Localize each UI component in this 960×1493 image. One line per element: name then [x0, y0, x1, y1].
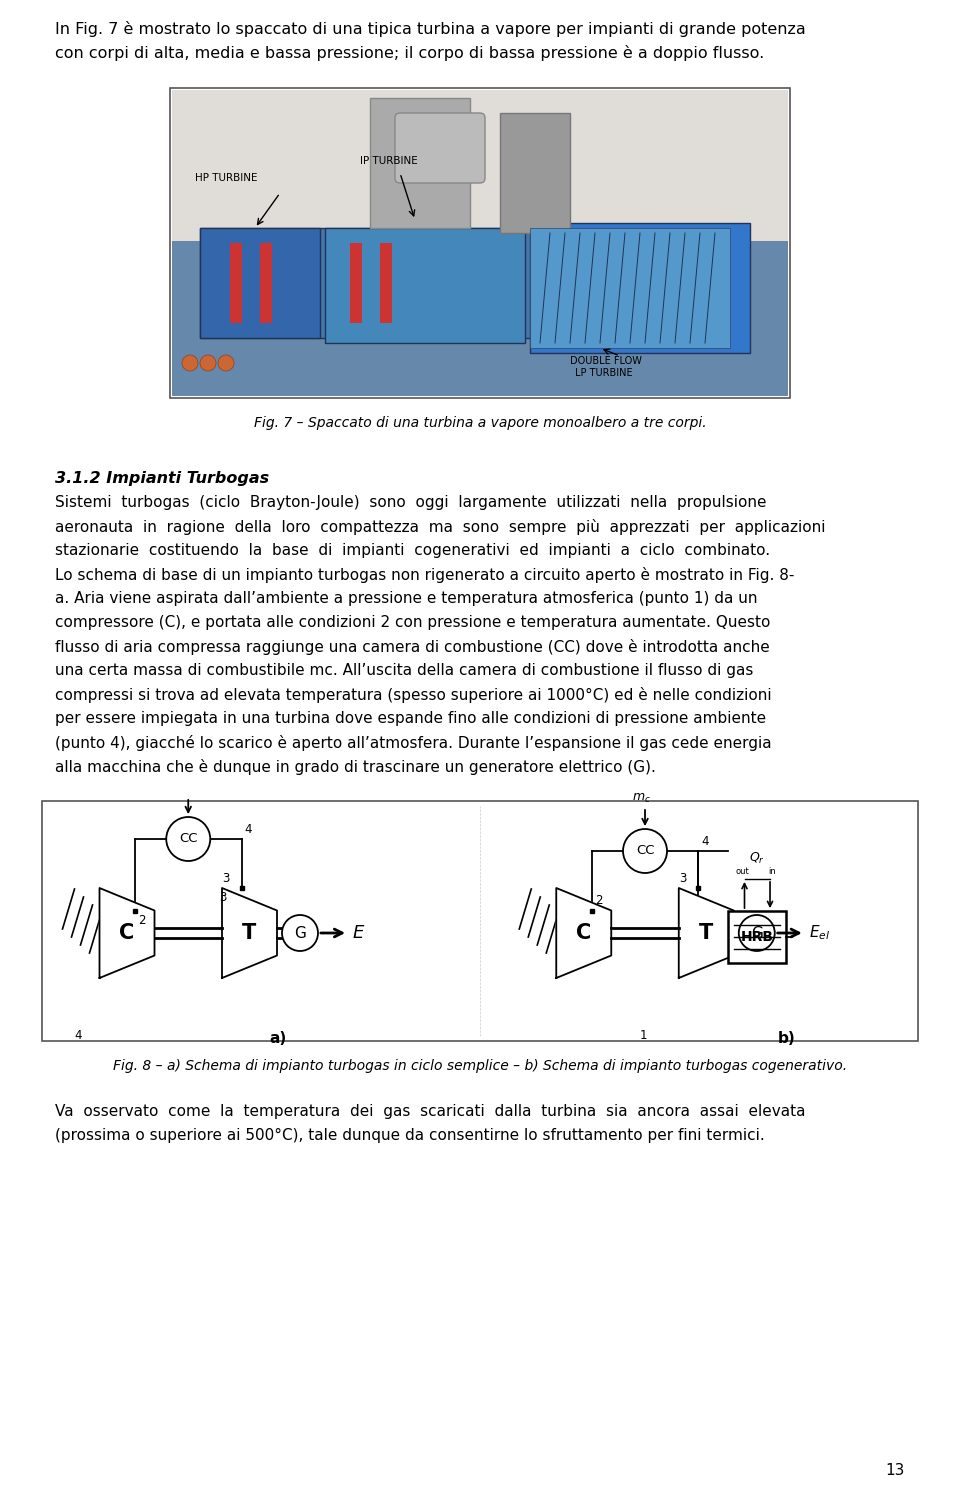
Text: con corpi di alta, media e bassa pressione; il corpo di bassa pressione è a dopp: con corpi di alta, media e bassa pressio…: [55, 45, 764, 61]
Bar: [500, 113, 570, 233]
Text: in: in: [768, 867, 776, 876]
Text: HP TURBINE: HP TURBINE: [195, 173, 257, 184]
Bar: [729, 911, 786, 963]
Text: $E$: $E$: [352, 924, 366, 942]
Bar: [42, 802, 918, 1041]
Bar: [325, 228, 525, 343]
Text: (punto 4), giacché lo scarico è aperto all’atmosfera. Durante l’espansione il ga: (punto 4), giacché lo scarico è aperto a…: [55, 735, 772, 751]
Text: CC: CC: [179, 833, 198, 845]
Bar: [370, 99, 470, 228]
Circle shape: [166, 817, 210, 861]
Bar: [350, 243, 362, 322]
Text: G: G: [751, 926, 762, 941]
Bar: [530, 228, 730, 348]
FancyBboxPatch shape: [395, 113, 485, 184]
Text: flusso di aria compressa raggiunge una camera di combustione (CC) dove è introdo: flusso di aria compressa raggiunge una c…: [55, 639, 770, 655]
Text: (prossima o superiore ai 500°C), tale dunque da consentirne lo sfruttamento per : (prossima o superiore ai 500°C), tale du…: [55, 1129, 765, 1144]
Text: CC: CC: [636, 845, 655, 857]
Circle shape: [200, 355, 216, 370]
Polygon shape: [222, 888, 277, 978]
Text: a): a): [269, 1032, 286, 1047]
Bar: [172, 90, 788, 243]
Text: 3: 3: [679, 872, 686, 885]
Bar: [172, 240, 788, 396]
Text: C: C: [576, 923, 591, 944]
Bar: [230, 243, 242, 322]
Text: out: out: [735, 867, 750, 876]
Text: Fig. 8 – a) Schema di impianto turbogas in ciclo semplice – b) Schema di impiant: Fig. 8 – a) Schema di impianto turbogas …: [113, 1059, 847, 1073]
Polygon shape: [556, 888, 612, 978]
Text: T: T: [699, 923, 713, 944]
Text: $E_{el}$: $E_{el}$: [808, 924, 829, 942]
Text: per essere impiegata in una turbina dove espande fino alle condizioni di pressio: per essere impiegata in una turbina dove…: [55, 711, 766, 726]
Bar: [260, 243, 272, 322]
Circle shape: [739, 915, 775, 951]
Text: $Q_r$: $Q_r$: [750, 851, 765, 866]
Text: In Fig. 7 è mostrato lo spaccato di una tipica turbina a vapore per impianti di : In Fig. 7 è mostrato lo spaccato di una …: [55, 21, 805, 37]
Text: a. Aria viene aspirata dall’ambiente a pressione e temperatura atmosferica (punt: a. Aria viene aspirata dall’ambiente a p…: [55, 591, 757, 606]
Text: una certa massa di combustibile mc. All’uscita della camera di combustione il fl: una certa massa di combustibile mc. All’…: [55, 663, 754, 678]
Text: Fig. 7 – Spaccato di una turbina a vapore monoalbero a tre corpi.: Fig. 7 – Spaccato di una turbina a vapor…: [253, 417, 707, 430]
Text: Va  osservato  come  la  temperatura  dei  gas  scaricati  dalla  turbina  sia  : Va osservato come la temperatura dei gas…: [55, 1103, 805, 1118]
Text: HRB: HRB: [741, 930, 774, 944]
Text: alla macchina che è dunque in grado di trascinare un generatore elettrico (G).: alla macchina che è dunque in grado di t…: [55, 758, 656, 775]
Circle shape: [218, 355, 234, 370]
Text: compressi si trova ad elevata temperatura (spesso superiore ai 1000°C) ed è nell: compressi si trova ad elevata temperatur…: [55, 687, 772, 703]
Circle shape: [623, 829, 667, 873]
Bar: [200, 228, 720, 337]
Polygon shape: [100, 888, 155, 978]
Text: b): b): [778, 1032, 796, 1047]
Text: $m_c$: $m_c$: [632, 791, 651, 805]
Polygon shape: [679, 888, 733, 978]
Text: 13: 13: [886, 1463, 905, 1478]
Bar: [170, 88, 790, 399]
Text: 3: 3: [219, 891, 227, 903]
Bar: [200, 228, 320, 337]
Text: T: T: [242, 923, 256, 944]
Text: 2: 2: [138, 914, 146, 927]
Circle shape: [182, 355, 198, 370]
Text: C: C: [119, 923, 134, 944]
Text: LP TURBINE: LP TURBINE: [575, 367, 633, 378]
Text: 1: 1: [640, 1029, 647, 1042]
Text: stazionarie  costituendo  la  base  di  impianti  cogenerativi  ed  impianti  a : stazionarie costituendo la base di impia…: [55, 543, 770, 558]
Text: 3.1.2 Impianti Turbogas: 3.1.2 Impianti Turbogas: [55, 470, 269, 487]
Bar: [530, 222, 750, 352]
Text: G: G: [294, 926, 306, 941]
Text: Sistemi  turbogas  (ciclo  Brayton-Joule)  sono  oggi  largamente  utilizzati  n: Sistemi turbogas (ciclo Brayton-Joule) s…: [55, 496, 766, 511]
Bar: [380, 243, 392, 322]
Text: Lo schema di base di un impianto turbogas non rigenerato a circuito aperto è mos: Lo schema di base di un impianto turboga…: [55, 567, 794, 582]
Text: DOUBLE FLOW: DOUBLE FLOW: [570, 355, 642, 366]
Text: 4: 4: [701, 835, 708, 848]
Text: IP TURBINE: IP TURBINE: [360, 155, 418, 166]
Text: compressore (C), e portata alle condizioni 2 con pressione e temperatura aumenta: compressore (C), e portata alle condizio…: [55, 615, 770, 630]
Text: 4: 4: [245, 823, 252, 836]
Text: 4: 4: [75, 1029, 82, 1042]
Text: aeronauta  in  ragione  della  loro  compattezza  ma  sono  sempre  più  apprezz: aeronauta in ragione della loro compatte…: [55, 520, 826, 534]
Text: 2: 2: [595, 894, 602, 908]
Text: 3: 3: [222, 872, 229, 885]
Circle shape: [282, 915, 318, 951]
